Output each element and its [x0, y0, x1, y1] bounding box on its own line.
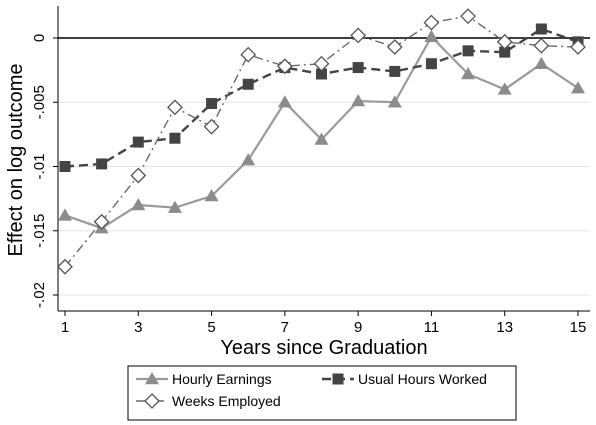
data-point-1-3 [169, 132, 181, 144]
y-tick-label-0: 0 [31, 34, 48, 42]
data-point-1-2 [132, 136, 144, 148]
data-point-0-3 [167, 200, 182, 213]
data-point-0-10 [424, 29, 439, 42]
data-point-0-13 [534, 56, 549, 69]
data-point-0-9 [387, 95, 402, 108]
data-point-0-2 [131, 198, 146, 211]
data-point-2-10 [423, 14, 440, 31]
data-point-1-8 [352, 62, 364, 74]
data-point-2-1 [93, 213, 110, 230]
data-point-0-14 [571, 81, 585, 94]
data-point-0-6 [277, 95, 292, 108]
data-point-2-3 [167, 99, 183, 116]
grid-lines [58, 101, 590, 296]
x-tick-label-1: 3 [134, 319, 142, 336]
y-tick-label-1: -.005 [31, 85, 48, 119]
data-point-0-4 [204, 189, 219, 202]
x-axis-title: Years since Graduation [220, 337, 427, 359]
legend-marker-2 [144, 393, 160, 409]
series-group [57, 8, 586, 275]
data-point-1-5 [242, 78, 254, 90]
data-point-2-4 [203, 118, 220, 135]
data-point-0-12 [497, 82, 512, 95]
data-point-2-12 [496, 33, 513, 50]
data-point-2-8 [350, 27, 367, 44]
x-tick-label-4: 9 [354, 319, 362, 336]
data-point-1-13 [535, 23, 547, 35]
data-point-0-5 [241, 153, 256, 166]
y-axis-title: Effect on log outcome [5, 63, 27, 256]
data-point-0-11 [461, 66, 476, 80]
x-tick-label-5: 11 [424, 319, 440, 336]
y-axis-ticks: 0 -.005 -.01 -.015 -.02 [31, 34, 58, 308]
data-point-1-11 [462, 45, 474, 57]
data-point-1-12 [499, 46, 511, 58]
legend-label-1: Usual Hours Worked [358, 371, 487, 387]
data-point-0-7 [314, 132, 329, 145]
data-point-2-13 [533, 37, 550, 54]
legend-item-1: Usual Hours Worked [322, 371, 487, 387]
data-point-2-11 [460, 8, 476, 25]
y-tick-label-4: -.02 [31, 282, 48, 308]
x-tick-label-7: 15 [570, 319, 587, 336]
data-point-1-0 [59, 161, 71, 172]
legend-marker-0 [145, 372, 159, 385]
data-point-1-9 [389, 65, 401, 77]
y-tick-label-2: -.01 [31, 154, 48, 180]
legend-item-0: Hourly Earnings [136, 371, 272, 387]
data-point-0-8 [351, 93, 366, 107]
x-axis-ticks: 1 3 5 7 9 11 13 15 [61, 311, 587, 336]
data-point-2-14 [570, 39, 586, 55]
legend: Hourly Earnings Usual Hours Worked Weeks E… [127, 365, 517, 421]
data-point-2-0 [57, 258, 73, 275]
legend-label-0: Hourly Earnings [172, 371, 272, 387]
data-point-1-4 [206, 98, 218, 110]
data-point-2-5 [240, 46, 257, 63]
legend-items: Hourly Earnings Usual Hours Worked Weeks E… [136, 371, 487, 409]
x-tick-label-6: 13 [496, 319, 513, 336]
data-point-0-0 [58, 208, 72, 221]
legend-marker-1 [332, 373, 344, 385]
series-2 [57, 8, 586, 275]
data-point-1-1 [96, 158, 108, 170]
legend-item-2: Weeks Employed [136, 393, 281, 409]
y-tick-label-3: -.015 [31, 214, 48, 248]
x-tick-label-0: 1 [61, 319, 69, 336]
data-point-2-6 [276, 58, 293, 75]
data-point-2-9 [386, 39, 403, 55]
x-tick-label-3: 7 [281, 319, 289, 336]
legend-box [127, 365, 517, 421]
data-point-2-7 [313, 55, 330, 72]
x-tick-label-2: 5 [207, 319, 215, 336]
series-0 [58, 29, 585, 234]
data-point-1-10 [425, 58, 437, 70]
data-point-2-2 [130, 167, 147, 184]
legend-label-2: Weeks Employed [172, 393, 281, 409]
data-point-1-7 [316, 68, 327, 80]
